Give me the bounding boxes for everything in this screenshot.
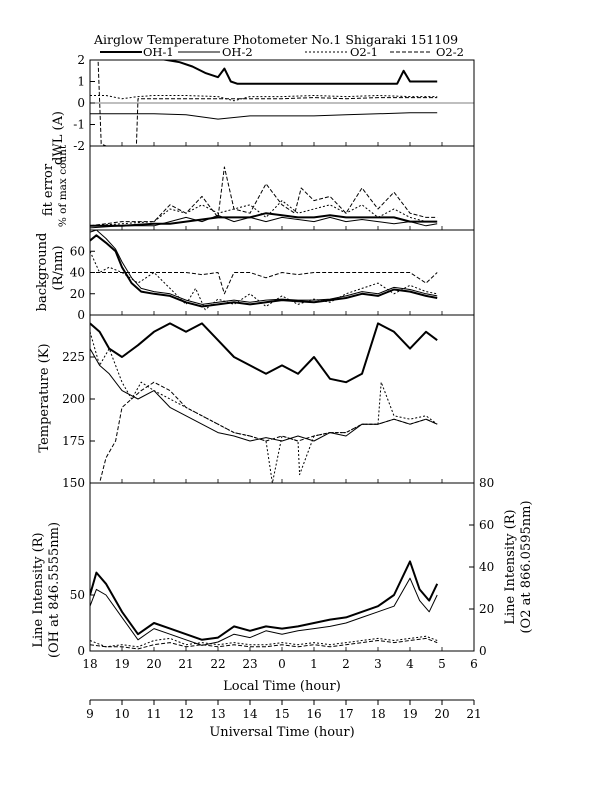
ytick-label-bg-1: 40 (70, 266, 85, 280)
xtick-ut-label-11: 20 (434, 707, 449, 721)
series-temp-o2-1 (90, 331, 438, 483)
xtick-ut-label-3: 12 (178, 707, 193, 721)
ylabel-dwl: dWL (A) (51, 111, 66, 165)
xtick-local-label-1: 19 (114, 657, 129, 671)
legend-label-oh-1: OH-1 (143, 45, 174, 59)
ytick-label-temp-1: 200 (62, 392, 85, 406)
ytick-label-bg-3: 0 (77, 308, 85, 322)
xtick-local-label-11: 5 (438, 657, 446, 671)
xtick-local-label-9: 3 (374, 657, 382, 671)
ylabel-int: Line Intensity (R) (31, 532, 46, 647)
xtick-local-label-4: 22 (210, 657, 225, 671)
series-int-oh-2 (90, 577, 438, 646)
series-bg-o2-1 (90, 251, 438, 311)
ytick-label-temp-2: 175 (62, 434, 85, 448)
ytick-label-dwl-3: -1 (73, 118, 85, 132)
ytick-label-bg-0: 60 (70, 244, 85, 258)
data-series (90, 60, 439, 650)
series-int-oh-1 (90, 560, 439, 641)
legend: OH-1 OH-2 O2-1 O2-2 (100, 45, 464, 59)
ylabel-fit-unit: % of max count (57, 144, 69, 227)
xtick-local-label-2: 20 (146, 657, 161, 671)
panel-frames (89, 59, 475, 652)
series-fit-oh-1 (90, 212, 438, 227)
ytick-label-temp-0: 225 (62, 350, 85, 364)
ytick-label-int-0: 50 (70, 588, 85, 602)
xtick-local-label-6: 0 (278, 657, 286, 671)
xlabel-universal: Universal Time (hour) (209, 725, 354, 740)
xtick-local-label-5: 23 (242, 657, 257, 671)
panel-frame-temp (89, 314, 475, 484)
series-int-o2-1 (90, 635, 438, 648)
x-axes: 18 19 20 21 22 23 0 1 2 3 4 5 69 10 11 12 13 14 15 16 17 18 19… (82, 142, 482, 721)
ytick-label-temp-3: 150 (62, 476, 85, 490)
ytick-label-int-1: 0 (77, 644, 85, 658)
ytick-label-dwl-2: 0 (77, 96, 85, 110)
ytick-right-label-3: 20 (479, 602, 494, 616)
xtick-local-label-0: 18 (82, 657, 97, 671)
xtick-ut-label-0: 9 (86, 707, 94, 721)
ytick-right-label-0: 80 (479, 476, 494, 490)
xtick-ut-label-12: 21 (466, 707, 481, 721)
series-dwl-oh-1 (160, 60, 438, 85)
series-temp-oh-1 (90, 322, 438, 384)
series-temp-oh-2 (90, 348, 438, 442)
xtick-ut-label-6: 15 (274, 707, 289, 721)
xtick-local-label-8: 2 (342, 657, 350, 671)
ylabel-bg-unit: (R/nm) (51, 245, 66, 290)
xtick-ut-label-10: 19 (402, 707, 417, 721)
ytick-right-label-2: 40 (479, 560, 494, 574)
ytick-label-dwl-0: 2 (77, 53, 85, 67)
legend-label-o2-2: O2-2 (436, 45, 464, 59)
series-fit-o2-2 (90, 166, 438, 227)
ylabel-int-right-unit: (O2 at 866.0595nm) (519, 500, 534, 633)
ytick-label-dwl-1: 1 (77, 75, 85, 89)
xtick-ut-label-8: 17 (338, 707, 353, 721)
series-bg-o2-2 (90, 272, 438, 295)
xtick-local-label-7: 1 (310, 657, 318, 671)
xtick-ut-label-5: 14 (242, 707, 258, 721)
ytick-label-bg-2: 20 (70, 287, 85, 301)
ytick-label-dwl-4: -2 (73, 139, 85, 153)
series-bg-oh-2 (90, 230, 438, 305)
series-temp-o2-2 (90, 381, 438, 483)
series-dwl-o2-2 (97, 60, 438, 146)
panel-frame-int (89, 482, 475, 652)
xtick-local-label-10: 4 (406, 657, 414, 671)
chart-title: Airglow Temperature Photometer No.1 Shig… (93, 32, 458, 47)
xtick-ut-label-9: 18 (370, 707, 385, 721)
xtick-ut-label-4: 13 (210, 707, 225, 721)
ylabel-fit: fit error (41, 163, 56, 216)
ylabel-int-unit: (OH at 846.5555nm) (47, 522, 62, 658)
series-fit-oh-2 (90, 214, 438, 229)
series-bg-oh-1 (90, 234, 438, 308)
legend-label-oh-2: OH-2 (222, 45, 253, 59)
series-int-o2-2 (90, 637, 438, 650)
ylabel-temp: Temperature (K) (37, 343, 52, 452)
series-fit-o2-1 (90, 200, 438, 227)
ylabel-bg: background (35, 233, 50, 312)
xtick-local-label-12: 6 (470, 657, 478, 671)
ylabel-int-right: Line Intensity (R) (503, 509, 518, 624)
ytick-right-label-1: 60 (479, 518, 494, 532)
xtick-local-label-3: 21 (178, 657, 193, 671)
xtick-ut-label-1: 10 (114, 707, 129, 721)
legend-label-o2-1: O2-1 (350, 45, 378, 59)
xlabel-local: Local Time (hour) (223, 679, 341, 694)
series-dwl-o2-1 (90, 95, 438, 102)
ytick-right-label-4: 0 (479, 644, 487, 658)
xtick-ut-label-7: 16 (306, 707, 321, 721)
series-dwl-oh-2 (90, 112, 438, 120)
xtick-ut-label-2: 11 (146, 707, 161, 721)
